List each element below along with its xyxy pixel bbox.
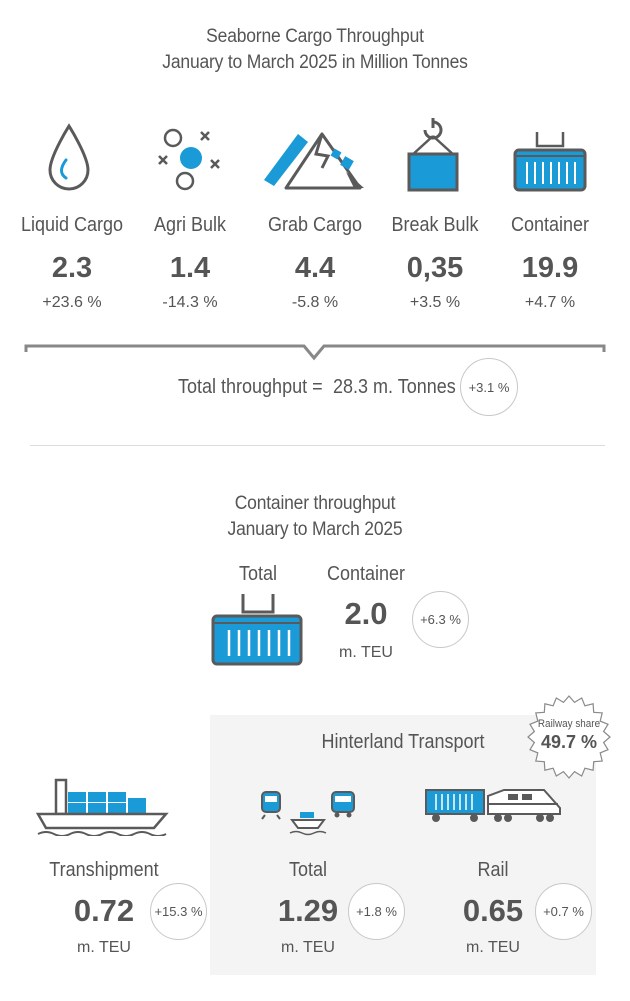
agri-bulk-icon xyxy=(153,126,225,192)
category-label-agri-bulk: Agri Bulk xyxy=(153,214,227,236)
container-total-label: Total xyxy=(238,563,278,585)
container-title-line-1: Container throughput xyxy=(234,493,396,514)
container-throughput-unit: m. TEU xyxy=(339,644,393,661)
break-bulk-crane-icon xyxy=(405,116,461,194)
transhipment-change-badge: +15.3 % xyxy=(150,883,207,940)
container-throughput-value: 2.0 xyxy=(344,596,388,631)
category-change-liquid-cargo: +23.6 % xyxy=(42,294,102,311)
transhipment-value: 0.72 xyxy=(73,893,135,928)
container-section-title: Container throughput January to March 20… xyxy=(25,491,605,543)
category-value-grab-cargo: 4.4 xyxy=(294,252,336,284)
total-label: Total throughput = xyxy=(178,376,323,398)
rail-value: 0.65 xyxy=(462,893,524,928)
railway-share-badge: Railway share 49.7 % xyxy=(526,694,612,780)
total-change-badge: +3.1 % xyxy=(460,358,518,416)
container-title-line-2: January to March 2025 xyxy=(227,519,403,540)
title-line-2: January to March 2025 in Million Tonnes xyxy=(162,52,468,73)
category-label-container: Container xyxy=(510,214,590,236)
grab-cargo-icon xyxy=(260,128,372,192)
rail-change-badge: +0.7 % xyxy=(535,883,592,940)
category-label-liquid-cargo: Liquid Cargo xyxy=(20,214,124,236)
container-change-badge: +6.3 % xyxy=(412,591,469,648)
category-change-agri-bulk: -14.3 % xyxy=(162,294,218,311)
category-value-agri-bulk: 1.4 xyxy=(169,252,211,284)
page-title: Seaborne Cargo Throughput January to Mar… xyxy=(25,24,605,76)
hinterland-total-label: Total xyxy=(288,859,328,881)
transhipment-unit: m. TEU xyxy=(77,939,131,956)
total-value: 28.3 m. Tonnes xyxy=(333,376,456,398)
container-total-icon xyxy=(209,592,305,670)
liquid-drop-icon xyxy=(44,122,94,192)
container-ship-icon xyxy=(34,774,170,836)
category-change-break-bulk: +3.5 % xyxy=(409,294,461,311)
total-throughput-row: Total throughput = 28.3 m. Tonnes xyxy=(0,374,630,404)
starburst-outline xyxy=(527,695,611,779)
title-line-1: Seaborne Cargo Throughput xyxy=(206,26,424,47)
container-sub-label: Container xyxy=(326,563,406,585)
hinterland-modes-icon xyxy=(258,788,358,836)
hinterland-total-change-badge: +1.8 % xyxy=(348,883,405,940)
starburst-shape xyxy=(527,695,611,779)
category-change-container: +4.7 % xyxy=(524,294,576,311)
hinterland-total-unit: m. TEU xyxy=(281,939,335,956)
transhipment-label: Transhipment xyxy=(49,859,159,881)
total-bracket-divider xyxy=(24,340,606,364)
hinterland-total-value: 1.29 xyxy=(277,893,339,928)
category-value-liquid-cargo: 2.3 xyxy=(51,252,93,284)
railway-share-label: Railway share xyxy=(537,718,601,730)
category-label-break-bulk: Break Bulk xyxy=(391,214,479,236)
railway-share-value: 49.7 % xyxy=(540,732,598,752)
category-value-container: 19.9 xyxy=(521,252,579,284)
category-change-grab-cargo: -5.8 % xyxy=(291,294,339,311)
container-icon xyxy=(511,130,589,194)
rail-label: Rail xyxy=(477,859,509,881)
rail-train-icon xyxy=(424,784,564,824)
category-label-grab-cargo: Grab Cargo xyxy=(267,214,363,236)
rail-unit: m. TEU xyxy=(466,939,520,956)
hinterland-panel xyxy=(210,715,596,975)
category-value-break-bulk: 0,35 xyxy=(406,252,464,284)
hinterland-title: Hinterland Transport xyxy=(321,731,485,753)
section-divider xyxy=(30,445,605,446)
